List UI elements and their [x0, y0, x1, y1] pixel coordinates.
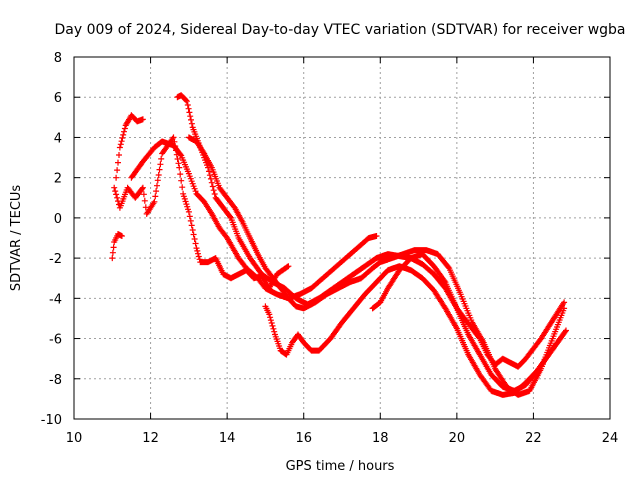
grid [74, 57, 610, 419]
y-tick-label: -2 [49, 252, 62, 267]
y-tick-label: 0 [54, 212, 62, 227]
data-point-markers [369, 251, 564, 394]
x-tick-label: 22 [525, 431, 542, 446]
y-tick-labels: -10 -8 -6 -4 -2 0 2 4 6 8 [41, 51, 62, 428]
series-track-g [262, 263, 569, 398]
x-tick-label: 12 [142, 431, 159, 446]
data-point-markers [113, 112, 146, 181]
y-axis-label: SDTVAR / TECUs [9, 185, 24, 292]
y-tick-label: 8 [54, 51, 62, 66]
series-track-f [185, 134, 568, 398]
series-track-b [109, 231, 125, 262]
chart-title: Day 009 of 2024, Sidereal Day-to-day VTE… [54, 22, 625, 38]
data-point-markers [185, 134, 568, 398]
x-tick-label: 24 [602, 431, 619, 446]
series-track-a [113, 112, 146, 181]
x-tick-label: 18 [372, 431, 389, 446]
data-point-markers [128, 138, 380, 302]
y-tick-label: -8 [49, 373, 62, 388]
data-points [109, 92, 569, 398]
y-tick-label: -4 [49, 292, 62, 307]
y-tick-label: 4 [54, 131, 62, 146]
data-point-markers [109, 231, 125, 262]
series-track-d [128, 138, 380, 302]
x-tick-label: 20 [449, 431, 466, 446]
plot-frame [73, 56, 611, 420]
x-axis-label: GPS time / hours [286, 459, 395, 474]
x-tick-label: 14 [219, 431, 236, 446]
axis-ticks [73, 56, 611, 420]
y-tick-label: 6 [54, 91, 62, 106]
series-track-e [174, 92, 568, 370]
y-tick-label: -6 [49, 333, 62, 348]
y-tick-label: -10 [41, 413, 62, 428]
series-track-h [369, 251, 564, 394]
data-point-markers [174, 92, 568, 370]
data-point-markers [262, 263, 569, 398]
y-tick-label: 2 [54, 172, 62, 187]
x-tick-labels: 10 12 14 16 18 20 22 24 [66, 431, 619, 446]
x-tick-label: 16 [295, 431, 312, 446]
x-tick-label: 10 [66, 431, 83, 446]
